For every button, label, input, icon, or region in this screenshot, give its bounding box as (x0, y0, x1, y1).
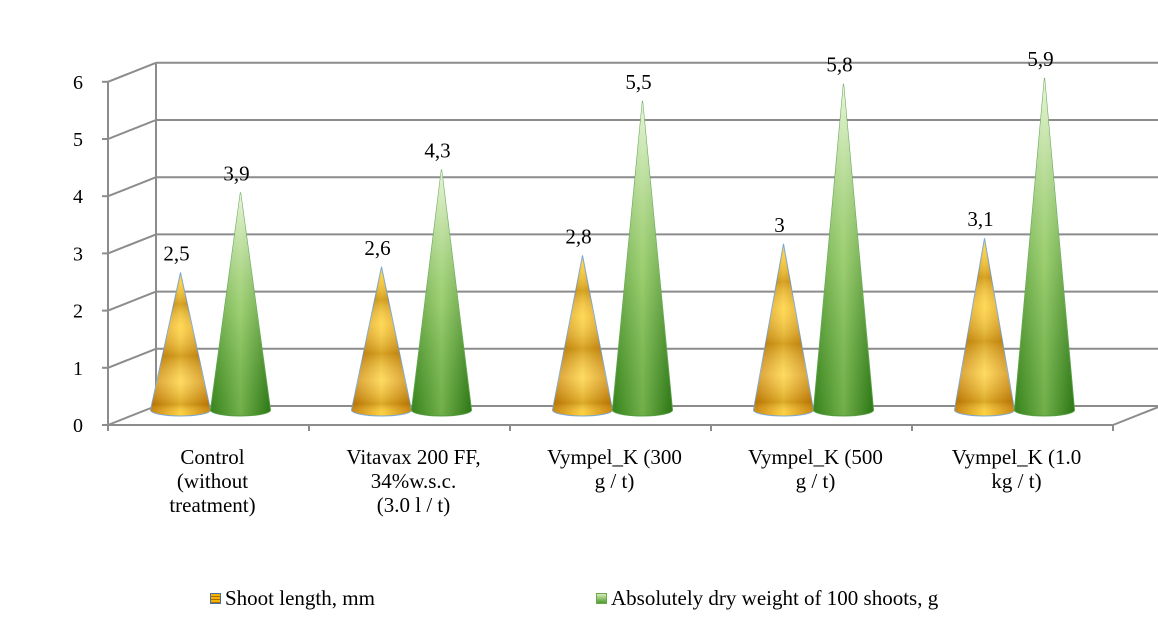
cone-shading (351, 266, 412, 416)
legend-item-shoot-length: Shoot length, mm (210, 586, 375, 611)
cone-shading (210, 192, 271, 416)
cone-shading (411, 169, 472, 416)
cone-bars (149, 77, 1076, 417)
legend-swatch-shoot-length (210, 593, 221, 604)
cone-bar (953, 238, 1016, 417)
category-label-line: g / t) (796, 469, 836, 493)
floor-edge (1112, 406, 1158, 426)
data-label: 3,1 (967, 207, 993, 231)
x-axis (107, 424, 1114, 431)
y-tick-label: 3 (73, 243, 83, 265)
cone-bar (1013, 77, 1076, 417)
cone-bar (812, 83, 875, 417)
gridline-depth (107, 405, 157, 426)
gridline-depth (107, 290, 157, 312)
category-label-line: Vympel_K (500 (748, 445, 883, 469)
cone-shading (150, 272, 211, 416)
y-axis: 0 1 2 3 4 5 6 (73, 72, 109, 437)
data-label: 5,9 (1027, 47, 1053, 71)
category-label: Control (without treatment) (169, 445, 255, 517)
cone-bar (350, 266, 413, 417)
cone-bar (611, 100, 674, 417)
cone-bar (209, 192, 272, 417)
y-tick-label: 4 (73, 186, 83, 208)
category-label: Vympel_K (1.0 kg / t) (952, 445, 1082, 493)
y-tick-label: 1 (73, 358, 83, 380)
cone-shading (612, 100, 673, 417)
category-label-line: treatment) (169, 493, 255, 517)
gridline-depth (107, 233, 157, 255)
data-labels: 2,5 3,9 2,6 4,3 2,8 5,5 3 5,8 3,1 5,9 (163, 47, 1053, 265)
category-label: Vitavax 200 FF, 34%w.s.c. (3.0 l / t) (346, 445, 480, 517)
cone-bar (149, 272, 212, 417)
cone-shading (813, 83, 874, 417)
data-label: 2,5 (163, 242, 189, 266)
cone-shading (552, 255, 613, 416)
legend-swatch-dry-weight (596, 593, 607, 604)
y-tick-label: 0 (73, 415, 83, 437)
data-label: 5,5 (625, 70, 651, 94)
category-label-line: g / t) (595, 469, 635, 493)
data-label: 4,3 (424, 139, 450, 163)
cone-shading (1014, 78, 1075, 417)
data-label: 3,9 (223, 161, 249, 185)
category-label: Vympel_K (500 g / t) (748, 445, 883, 493)
y-tick-label: 2 (73, 301, 83, 323)
category-label-line: Control (180, 445, 244, 469)
data-label: 2,6 (364, 236, 390, 260)
gridline-depth (107, 176, 157, 198)
y-tick-label: 5 (73, 129, 83, 151)
cone-bar (752, 243, 815, 417)
category-label-line: (3.0 l / t) (377, 493, 451, 517)
gridline-depth (107, 61, 157, 83)
category-label-line: Vitavax 200 FF, (346, 445, 480, 469)
gridline-depth (107, 119, 157, 140)
category-label-line: kg / t) (991, 469, 1041, 493)
legend-item-dry-weight: Absolutely dry weight of 100 shoots, g (596, 586, 938, 611)
category-label-line: Vympel_K (300 (547, 445, 682, 469)
legend: Shoot length, mm Absolutely dry weight o… (0, 586, 1158, 616)
cone-bar (551, 255, 614, 417)
category-label-line: 34%w.s.c. (371, 469, 457, 493)
cone-shading (753, 243, 814, 416)
cone-shading (954, 238, 1015, 416)
legend-label-dry-weight: Absolutely dry weight of 100 shoots, g (611, 586, 939, 610)
cone-bar (410, 169, 473, 417)
gridline-depth (107, 347, 157, 369)
category-label-line: Vympel_K (1.0 (952, 445, 1082, 469)
legend-label-shoot-length: Shoot length, mm (225, 586, 375, 610)
category-label: Vympel_K (300 g / t) (547, 445, 682, 493)
data-label: 2,8 (565, 224, 591, 248)
category-label-line: (without (177, 469, 248, 493)
data-label: 5,8 (826, 53, 852, 77)
y-tick-label: 6 (73, 72, 83, 94)
category-labels: Control (without treatment) Vitavax 200 FF,… (169, 445, 1081, 517)
data-label: 3 (774, 213, 785, 237)
